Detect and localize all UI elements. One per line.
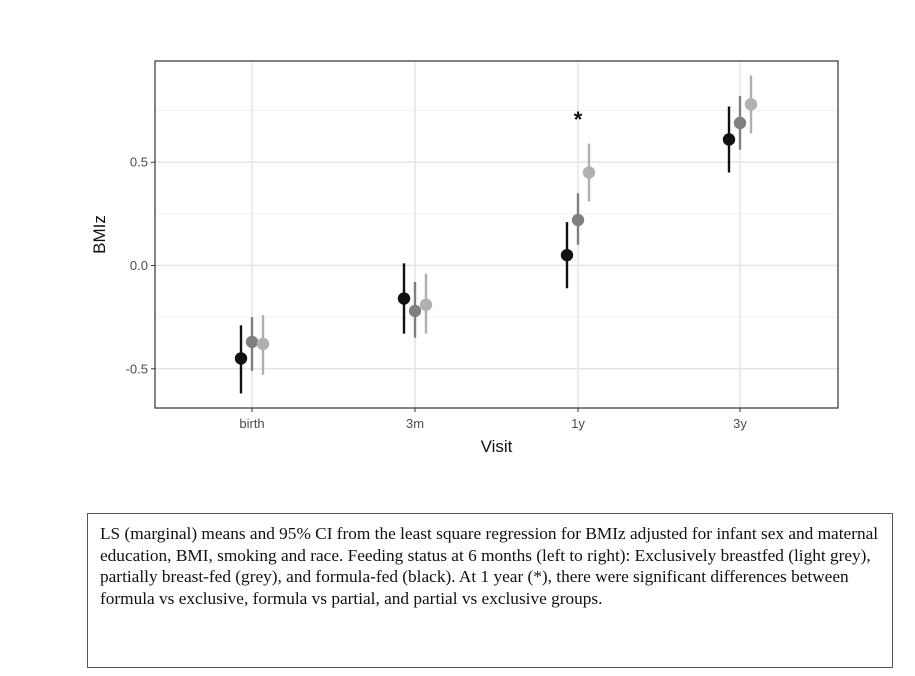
data-point bbox=[256, 337, 270, 351]
data-point bbox=[744, 98, 758, 111]
y-tick-label: -0.5 bbox=[126, 361, 148, 376]
y-tick-label: 0.0 bbox=[130, 258, 148, 273]
point-estimates bbox=[234, 98, 758, 365]
data-point bbox=[245, 335, 259, 349]
x-tick-label: 3y bbox=[733, 416, 747, 431]
data-point bbox=[722, 133, 736, 146]
data-point bbox=[571, 213, 585, 227]
x-tick-label: 3m bbox=[406, 416, 424, 431]
figure-caption: LS (marginal) means and 95% CI from the … bbox=[87, 513, 893, 668]
plot-border bbox=[154, 60, 839, 409]
x-tick-label: 1y bbox=[571, 416, 585, 431]
significance-marker: * bbox=[574, 107, 583, 132]
data-point bbox=[234, 352, 248, 365]
y-tick-label: 0.5 bbox=[130, 155, 148, 170]
data-point bbox=[408, 304, 422, 318]
data-point bbox=[582, 166, 596, 179]
caption-text: LS (marginal) means and 95% CI from the … bbox=[100, 524, 879, 608]
data-point bbox=[560, 248, 574, 262]
data-point bbox=[733, 116, 747, 130]
plot-panel bbox=[155, 61, 838, 408]
x-tick-label: birth bbox=[239, 416, 264, 431]
annotations: * bbox=[574, 107, 583, 132]
x-axis-title: Visit bbox=[481, 437, 513, 456]
data-point bbox=[419, 298, 433, 311]
data-point bbox=[397, 292, 411, 305]
axes: -0.5 0.0 0.5 birth 3m 1y 3y bbox=[126, 155, 748, 431]
bmiz-chart: * -0.5 0.0 0.5 birth 3m 1y 3y Visit BMIz bbox=[90, 60, 839, 456]
y-axis-title: BMIz bbox=[90, 215, 109, 254]
